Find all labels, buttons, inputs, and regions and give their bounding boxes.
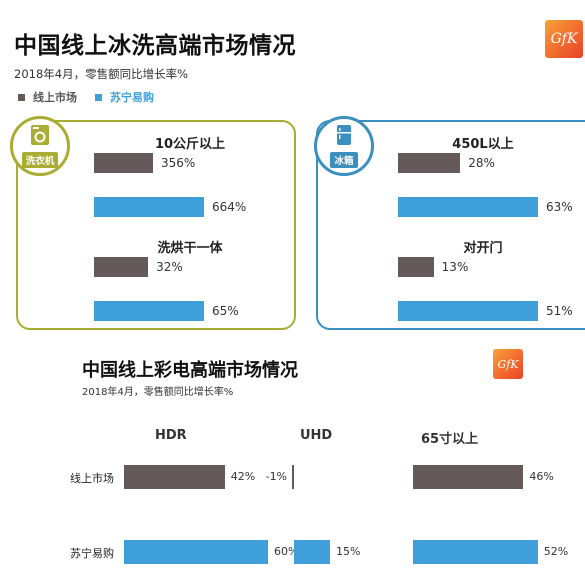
legend-suning-label: 苏宁易购	[110, 91, 154, 104]
washing-machine-icon	[29, 124, 51, 150]
bar-online	[398, 257, 434, 277]
value-label-suning: 15%	[336, 545, 361, 558]
bar-online	[291, 465, 294, 489]
group-title: UHD	[300, 428, 333, 443]
refrigerator-icon	[334, 124, 354, 150]
value-label-online: -1%	[265, 470, 288, 483]
legend-online: 线上市场	[18, 89, 77, 105]
value-label-suning: 63%	[546, 200, 573, 214]
bar-suning	[94, 197, 204, 217]
bar-suning	[398, 197, 538, 217]
legend-suning-swatch	[95, 93, 102, 101]
top-chart-subtitle: 2018年4月，零售额同比增长率%	[14, 67, 189, 81]
top-chart-title: 中国线上冰洗高端市场情况	[14, 33, 296, 59]
bar-online	[94, 257, 149, 277]
legend-online-label: 线上市场	[33, 91, 77, 104]
value-label-suning: 65%	[212, 304, 239, 318]
washer-badge-label: 洗衣机	[21, 152, 59, 168]
value-label-suning: 60%	[274, 545, 299, 558]
row-label-suning: 苏宁易购	[70, 547, 114, 560]
value-label-online: 32%	[156, 260, 183, 274]
group-title: 65寸以上	[421, 432, 479, 447]
value-label-online: 28%	[468, 156, 495, 170]
category-label: 450L以上	[452, 137, 514, 152]
group-title: HDR	[155, 428, 187, 443]
value-label-online: 46%	[529, 470, 554, 483]
bar-suning	[398, 301, 538, 321]
fridge-panel	[316, 120, 585, 330]
value-label-online: 13%	[441, 260, 469, 274]
legend-online-swatch	[18, 93, 25, 101]
washer-badge: 洗衣机	[10, 116, 70, 176]
bottom-chart-title: 中国线上彩电高端市场情况	[82, 360, 298, 381]
category-label: 对开门	[463, 241, 503, 256]
gfk-logo-bottom: GfK	[493, 349, 523, 379]
gfk-logo-top: GfK	[545, 20, 583, 58]
bar-suning	[413, 540, 538, 564]
value-label-suning: 52%	[543, 545, 569, 558]
value-label-online: 42%	[230, 470, 256, 483]
bar-suning	[124, 540, 268, 564]
bar-online	[124, 465, 225, 489]
fridge-badge-label: 冰箱	[330, 152, 358, 168]
bar-online	[413, 465, 524, 489]
washer-panel	[16, 120, 296, 330]
bar-online	[94, 153, 153, 173]
category-label: 洗烘干一体	[157, 241, 223, 256]
value-label-suning: 664%	[212, 200, 247, 214]
bottom-chart-subtitle: 2018年4月，零售额同比增长率%	[82, 387, 234, 398]
fridge-badge: 冰箱	[314, 116, 374, 176]
category-label: 10公斤以上	[154, 137, 226, 152]
bar-suning	[294, 540, 330, 564]
value-label-suning: 51%	[546, 304, 573, 318]
legend-suning: 苏宁易购	[95, 89, 154, 105]
bar-online	[398, 153, 461, 173]
bar-suning	[94, 301, 204, 321]
value-label-online: 356%	[160, 156, 196, 170]
row-label-online: 线上市场	[70, 472, 114, 485]
